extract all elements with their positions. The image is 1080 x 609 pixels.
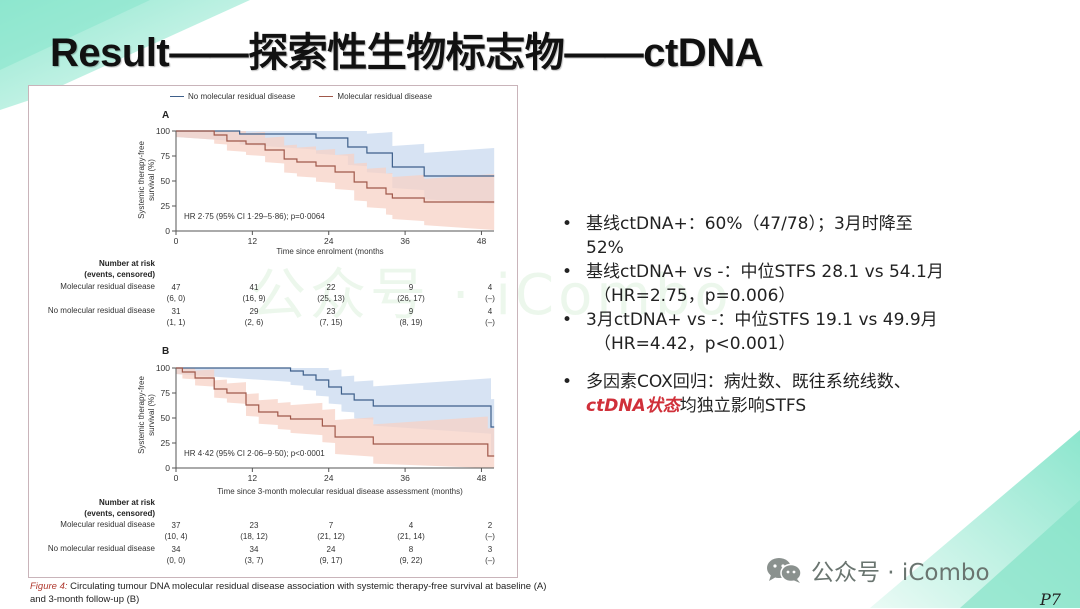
risk-cell: 41 (16, 9) [242, 283, 266, 303]
bullet-text: 3月ctDNA+ vs -：中位STFS 19.1 vs 49.9月 [586, 310, 938, 330]
chart-legend: No molecular residual disease Molecular … [170, 92, 454, 101]
risk-cell: 34 (3, 7) [244, 545, 264, 565]
risk-cell: 37 (10, 4) [164, 521, 188, 541]
confidence-band [176, 131, 495, 230]
risk-cell: 22 (25, 13) [317, 283, 345, 303]
svg-text:24: 24 [324, 473, 334, 483]
risk-cell: 4 (21, 14) [397, 521, 425, 541]
page-number: P7 [1040, 590, 1061, 609]
svg-text:48: 48 [477, 236, 487, 246]
risk-cell: 23 (18, 12) [240, 521, 268, 541]
risk-cell: 31 (1, 1) [166, 307, 186, 327]
risk-cell: 34 (0, 0) [166, 545, 186, 565]
bullet-text: （HR=2.75，p=0.006） [594, 286, 796, 306]
bullet-icon: • [562, 214, 573, 234]
slide-title: Result——探索性生物标志物——ctDNA [50, 31, 763, 75]
risk-cell: 23 (7, 15) [319, 307, 343, 327]
risk-table-b-header: Number at risk (events, censored) [40, 497, 155, 519]
bullet-icon: • [562, 262, 573, 282]
svg-text:HR 2·75 (95% CI 1·29–5·86); p=: HR 2·75 (95% CI 1·29–5·86); p=0·0064 [184, 212, 325, 221]
risk-cell: 9 (8, 19) [399, 307, 423, 327]
svg-text:50: 50 [161, 413, 171, 423]
risk-row-label: Molecular residual disease [60, 520, 155, 529]
panel-a-label: A [162, 110, 170, 121]
risk-cell: 4 (–) [485, 307, 495, 327]
watermark: 公众号 · iCombo [250, 263, 733, 328]
brand-watermark: 公众号 · iCombo [765, 553, 990, 587]
svg-text:75: 75 [161, 388, 171, 398]
bullet-text: 基线ctDNA+ vs -：中位STFS 28.1 vs 54.1月 [586, 262, 944, 282]
svg-text:100: 100 [156, 363, 170, 373]
survival-curve [176, 130, 495, 177]
svg-text:0: 0 [174, 236, 179, 246]
svg-text:0: 0 [174, 473, 179, 483]
highlight-text: ctDNA状态 [586, 396, 680, 416]
svg-text:48: 48 [477, 473, 487, 483]
svg-text:25: 25 [161, 201, 171, 211]
svg-text:0: 0 [165, 226, 170, 236]
svg-text:12: 12 [248, 236, 258, 246]
risk-header-line: Number at risk [98, 259, 155, 268]
figure-caption: Figure 4: Circulating tumour DNA molecul… [30, 580, 550, 606]
bullet-text: 52% [586, 238, 624, 258]
risk-cell: 3 (–) [485, 545, 495, 565]
risk-table-a-header: Number at risk (events, censored) [40, 258, 155, 280]
risk-row-label: No molecular residual disease [47, 544, 155, 553]
bullet-text: 基线ctDNA+：60%（47/78）；3月时降至 [586, 214, 913, 234]
survival-curve [176, 367, 495, 457]
caption-text: Circulating tumour DNA molecular residua… [30, 581, 547, 605]
svg-text:HR 4·42 (95% CI 2·06–9·50); p<: HR 4·42 (95% CI 2·06–9·50); p<0·0001 [184, 449, 325, 458]
legend-item-no-mrd: No molecular residual disease [170, 92, 295, 101]
findings-list: • 基线ctDNA+：60%（47/78）；3月时降至 52% • 基线ctDN… [560, 212, 1050, 418]
svg-text:100: 100 [156, 126, 170, 136]
bullet-item: • 基线ctDNA+ vs -：中位STFS 28.1 vs 54.1月 （HR… [560, 260, 1050, 308]
risk-cell: 9 (26, 17) [397, 283, 425, 303]
survival-curve [176, 367, 495, 428]
svg-text:36: 36 [400, 236, 410, 246]
brand-label: 公众号 · iCombo [811, 560, 990, 586]
svg-text:25: 25 [161, 438, 171, 448]
svg-text:50: 50 [161, 176, 171, 186]
risk-cell: 47 (6, 0) [166, 283, 186, 303]
bullet-text: 多因素COX回归：病灶数、既往系统线数、 [586, 372, 911, 392]
bullet-text: 均独立影响STFS [679, 396, 807, 416]
svg-text:36: 36 [400, 473, 410, 483]
survival-curve [176, 130, 495, 203]
km-chart-a: 0 25 50 75 100 0 12 24 36 48 HR 2·75 (95% CI 1·29–… [156, 126, 495, 246]
risk-row-label: No molecular residual disease [47, 306, 155, 315]
risk-header-line: (events, censored) [84, 270, 155, 279]
legend-label: No molecular residual disease [188, 92, 296, 101]
panel-b-xlabel: Time since 3-month molecular residual di… [217, 487, 463, 496]
panel-b-label: B [162, 346, 170, 357]
legend-swatch-icon [170, 96, 184, 98]
wechat-icon [767, 558, 802, 583]
risk-header-line: (events, censored) [84, 509, 155, 518]
caption-label: Figure 4: [30, 581, 68, 592]
legend-swatch-icon [319, 96, 334, 98]
bullet-item: • 多因素COX回归：病灶数、既往系统线数、 ctDNA状态均独立影响STFS [560, 370, 1050, 418]
bullet-text: （HR=4.42，p<0.001） [594, 334, 796, 354]
legend-label: Molecular residual disease [337, 92, 433, 101]
panel-a-xlabel: Time since enrolment (months [276, 247, 384, 256]
svg-text:75: 75 [161, 151, 171, 161]
confidence-band [176, 368, 495, 468]
risk-cell: 2 (–) [485, 521, 495, 541]
svg-text:24: 24 [324, 236, 334, 246]
bullet-item: • 基线ctDNA+：60%（47/78）；3月时降至 52% [560, 212, 1050, 260]
svg-text:0: 0 [165, 463, 170, 473]
confidence-band [176, 368, 495, 455]
risk-row-label: Molecular residual disease [60, 282, 155, 291]
bullet-icon: • [562, 372, 573, 392]
km-chart-b: 0 25 50 75 100 0 12 24 36 48 HR 4·42 (95% CI 2·06–… [156, 363, 495, 483]
risk-cell: 4 (–) [485, 283, 495, 303]
risk-cell: 29 (2, 6) [244, 307, 264, 327]
bullet-icon: • [562, 310, 573, 330]
bullet-item: • 3月ctDNA+ vs -：中位STFS 19.1 vs 49.9月 （HR… [560, 308, 1050, 356]
legend-item-mrd: Molecular residual disease [319, 92, 432, 101]
risk-header-line: Number at risk [98, 498, 155, 507]
risk-cell: 24 (9, 17) [319, 545, 343, 565]
risk-cell: 8 (9, 22) [399, 545, 423, 565]
risk-cell: 7 (21, 12) [317, 521, 345, 541]
svg-text:12: 12 [248, 473, 258, 483]
